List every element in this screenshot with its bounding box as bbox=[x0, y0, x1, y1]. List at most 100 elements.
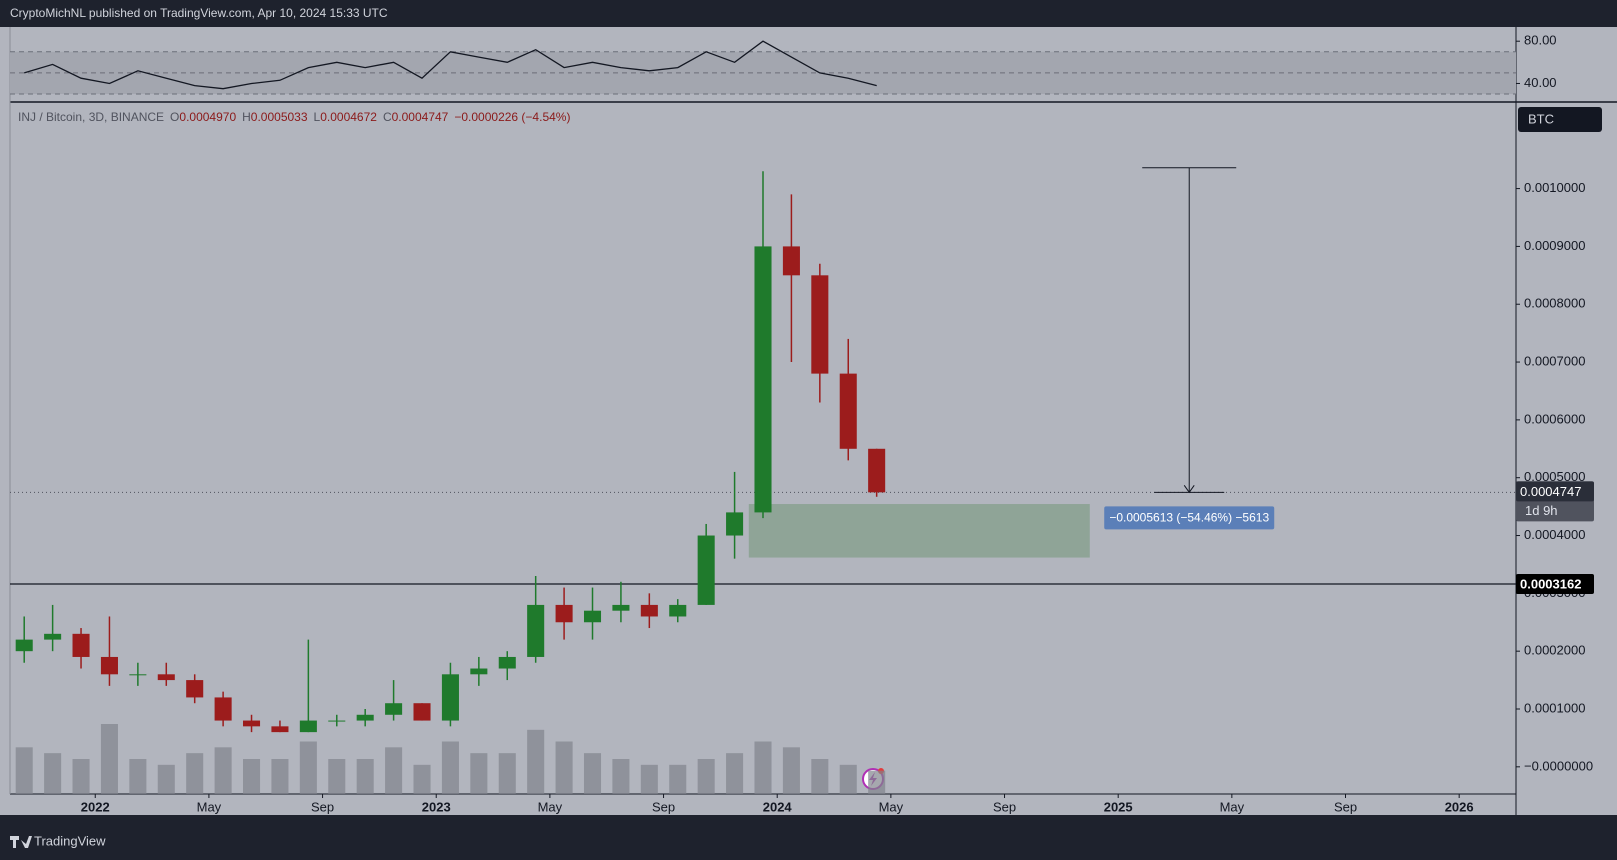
measure-box bbox=[1104, 506, 1275, 530]
candle-body bbox=[129, 674, 147, 676]
volume-bar bbox=[782, 747, 800, 794]
candle-body bbox=[640, 604, 658, 617]
x-tick-label: May bbox=[197, 799, 222, 814]
y-tick-label: 0.0001000 bbox=[1524, 700, 1585, 715]
volume-bar bbox=[186, 753, 204, 794]
x-tick-label: May bbox=[1220, 799, 1245, 814]
candle-body bbox=[612, 604, 630, 611]
candle-body bbox=[811, 275, 829, 374]
candle-body bbox=[186, 680, 204, 698]
volume-bar bbox=[271, 759, 289, 794]
x-tick-label: 2025 bbox=[1104, 799, 1133, 814]
measure-label: −0.0005613 (−54.46%) −5613 bbox=[1109, 511, 1269, 525]
legend: INJ / Bitcoin, 3D, BINANCE O0.0004970 H0.0… bbox=[18, 110, 570, 124]
rsi-tick-label: 40.00 bbox=[1524, 75, 1557, 90]
candle-body bbox=[470, 668, 488, 675]
volume-bar bbox=[441, 741, 459, 794]
y-tick-label: −0.0000000 bbox=[1524, 758, 1593, 773]
x-tick-label: 2026 bbox=[1445, 799, 1474, 814]
y-tick-label: 0.0005000 bbox=[1524, 469, 1585, 484]
y-tick-label: 0.0006000 bbox=[1524, 411, 1585, 426]
legend-ohlc-value: 0.0004747 bbox=[392, 110, 449, 124]
x-tick-label: 2023 bbox=[422, 799, 451, 814]
measure-arrow bbox=[1183, 485, 1195, 494]
rsi-tick-label: 80.00 bbox=[1524, 33, 1557, 48]
x-tick-label: Sep bbox=[652, 799, 675, 814]
volume-bar bbox=[299, 741, 317, 794]
candle-body bbox=[868, 448, 886, 493]
candle-body bbox=[328, 720, 346, 722]
volume-bar bbox=[243, 759, 261, 794]
candle-body bbox=[441, 674, 459, 721]
volume-bar bbox=[811, 759, 829, 794]
countdown-label: 1d 9h bbox=[1525, 503, 1558, 518]
candle-body bbox=[157, 674, 175, 681]
y-tick-label: 0.0008000 bbox=[1524, 296, 1585, 311]
candle-body bbox=[299, 720, 317, 733]
legend-ohlc-value: 0.0004672 bbox=[320, 110, 377, 124]
legend-ohlc-key: C bbox=[383, 110, 392, 124]
volume-bar bbox=[754, 741, 772, 794]
y-tick-label: 0.0007000 bbox=[1524, 353, 1585, 368]
volume-bar bbox=[527, 729, 545, 794]
candle-body bbox=[555, 604, 573, 623]
volume-bar bbox=[583, 753, 602, 794]
legend-ohlc-value: 0.0005033 bbox=[251, 110, 308, 124]
volume-bar bbox=[214, 747, 232, 794]
volume-bar bbox=[470, 753, 488, 794]
currency-button[interactable] bbox=[1518, 107, 1602, 132]
volume-bar bbox=[72, 759, 90, 794]
volume-bar bbox=[726, 753, 744, 794]
header-bar bbox=[0, 0, 1617, 27]
candle-body bbox=[782, 246, 800, 276]
volume-bar bbox=[612, 759, 630, 794]
candle-body bbox=[271, 726, 289, 733]
y-tick-label: 0.0009000 bbox=[1524, 238, 1585, 253]
volume-bar bbox=[640, 764, 658, 794]
volume-bar bbox=[129, 759, 147, 794]
x-tick-label: 2022 bbox=[81, 799, 110, 814]
x-tick-label: May bbox=[538, 799, 563, 814]
x-tick-label: 2024 bbox=[763, 799, 793, 814]
x-tick-label: May bbox=[879, 799, 904, 814]
y-tick-label: 0.0010000 bbox=[1524, 180, 1585, 195]
demand-zone bbox=[748, 504, 1090, 558]
candle-body bbox=[413, 703, 431, 721]
candle-body bbox=[669, 604, 687, 617]
legend-ohlc-key: L bbox=[314, 110, 321, 124]
volume-bar bbox=[697, 759, 715, 794]
volume-bar bbox=[44, 753, 62, 794]
candle-body bbox=[44, 633, 62, 640]
y-tick-label: 0.0004000 bbox=[1524, 527, 1585, 542]
candle-body bbox=[72, 633, 90, 657]
currency-label[interactable]: BTC bbox=[1528, 111, 1554, 126]
x-tick-label: Sep bbox=[1334, 799, 1357, 814]
tv-logo bbox=[10, 836, 32, 848]
last-price-tag-top bbox=[1516, 481, 1594, 502]
legend-ohlc-key: H bbox=[242, 110, 251, 124]
legend-ohlc-key: O bbox=[170, 110, 179, 124]
level-label: 0.0003162 bbox=[1520, 576, 1581, 591]
volume-bar bbox=[498, 753, 516, 794]
candle-body bbox=[583, 610, 602, 623]
x-tick-label: Sep bbox=[311, 799, 334, 814]
volume-bar bbox=[555, 741, 573, 794]
publisher: CryptoMichNL published on TradingView.co… bbox=[10, 6, 388, 20]
volume-bar bbox=[839, 764, 857, 794]
volume-bar bbox=[157, 764, 175, 794]
volume-bar bbox=[868, 770, 886, 794]
volume-bar bbox=[356, 759, 374, 794]
candle-body bbox=[839, 373, 857, 449]
volume-bar bbox=[385, 747, 403, 794]
footer-bar bbox=[0, 815, 1617, 860]
last-price-label: 0.0004747 bbox=[1520, 484, 1581, 499]
footer-brand: TradingView bbox=[34, 833, 106, 848]
legend-ohlc-value: 0.0004970 bbox=[179, 110, 236, 124]
level-tag bbox=[1516, 573, 1594, 594]
chart-area bbox=[0, 27, 1617, 815]
candle-body bbox=[697, 535, 715, 605]
candle-body bbox=[356, 714, 374, 721]
volume-bar bbox=[413, 764, 431, 794]
